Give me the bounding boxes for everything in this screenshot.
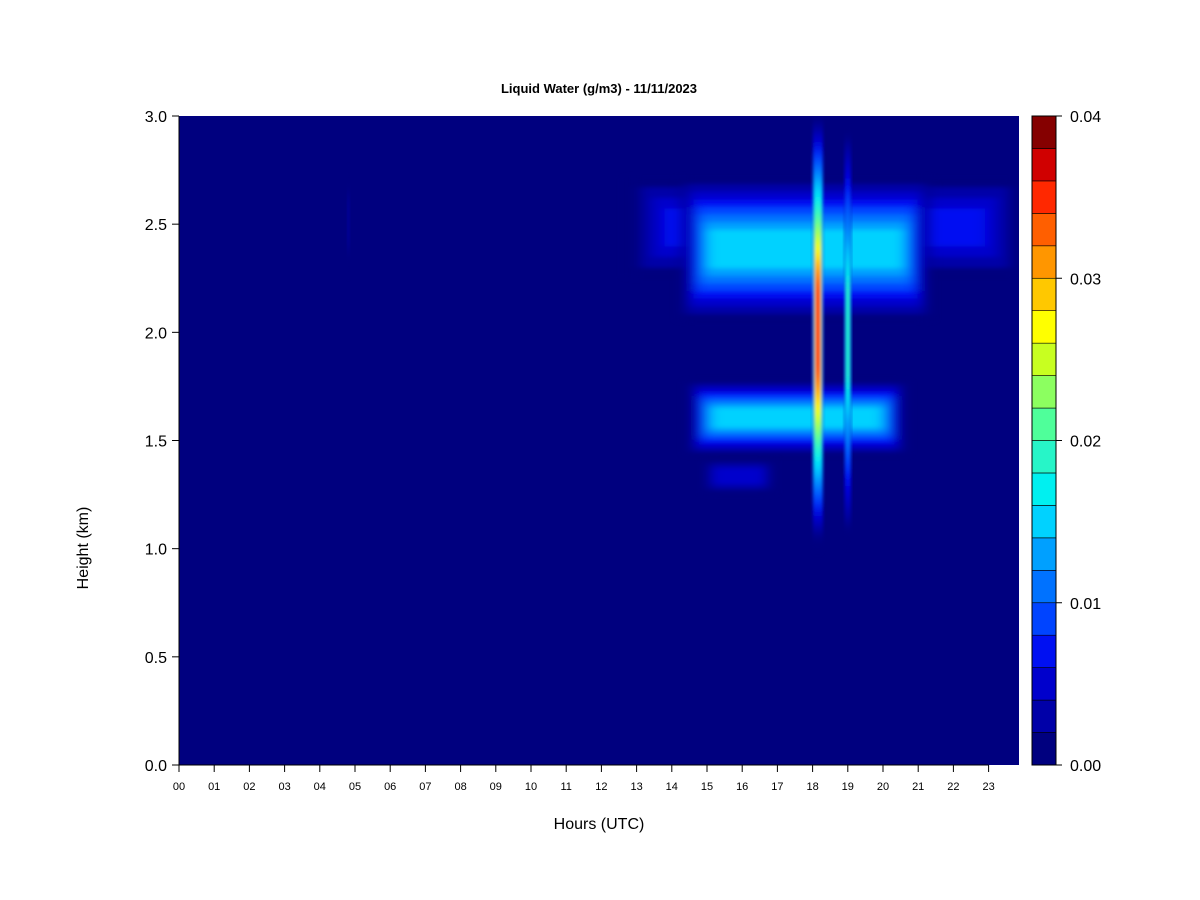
x-tick-label: 01 xyxy=(208,781,220,793)
y-axis: 0.0 0.5 1.0 1.5 2.0 2.5 3.0 xyxy=(145,109,180,775)
colorbar-tick-label: 0.03 xyxy=(1070,271,1101,288)
colorbar-segment xyxy=(1031,699,1057,733)
chart-title: Liquid Water (g/m3) - 11/11/2023 xyxy=(501,81,697,96)
y-axis-label: Height (km) xyxy=(75,507,92,590)
x-tick-label: 17 xyxy=(771,781,783,793)
x-tick-label: 07 xyxy=(419,781,431,793)
cell xyxy=(708,229,903,269)
x-tick-label: 04 xyxy=(314,781,326,793)
cloud-feature xyxy=(844,126,852,538)
x-tick-label: 13 xyxy=(630,781,642,793)
colorbar-tick-label: 0.04 xyxy=(1070,109,1101,126)
y-tick-label: 2.0 xyxy=(145,325,167,342)
x-axis: 00 01 02 03 04 05 06 07 08 09 10 11 12 13 14 15 16 17 18 19… xyxy=(173,764,995,793)
colorbar-segment xyxy=(1031,277,1057,312)
colorbar-tick-label: 0.02 xyxy=(1070,434,1101,451)
colorbar-segment xyxy=(1031,375,1057,409)
cell xyxy=(347,195,350,249)
x-tick-label: 20 xyxy=(877,781,889,793)
cloud-feature xyxy=(689,379,905,456)
cell xyxy=(815,285,821,374)
colorbar-segment xyxy=(1031,537,1057,571)
colorbar-tick-label: 0.01 xyxy=(1070,596,1101,613)
colorbar-segment xyxy=(1031,245,1057,279)
x-tick-label: 23 xyxy=(982,781,994,793)
colorbar-segment xyxy=(1031,472,1057,506)
x-tick-label: 03 xyxy=(278,781,290,793)
x-tick-label: 08 xyxy=(454,781,466,793)
x-tick-label: 02 xyxy=(243,781,255,793)
x-tick-label: 10 xyxy=(525,781,537,793)
cloud-feature xyxy=(707,457,771,495)
x-tick-label: 09 xyxy=(490,781,502,793)
cloud-feature xyxy=(682,176,929,322)
x-tick-label: 16 xyxy=(736,781,748,793)
colorbar-segment xyxy=(1031,667,1057,701)
y-tick-label: 1.5 xyxy=(145,434,167,451)
y-tick-label: 0.0 xyxy=(145,758,167,775)
x-tick-label: 11 xyxy=(560,781,571,793)
colorbar-segment xyxy=(1031,505,1057,539)
y-tick-label: 1.0 xyxy=(145,542,167,559)
cloud-feature xyxy=(347,176,350,268)
colorbar-segment xyxy=(1031,342,1057,376)
x-tick-label: 19 xyxy=(842,781,854,793)
y-tick-label: 2.5 xyxy=(145,217,167,234)
cloud-feature xyxy=(812,116,824,543)
colorbar-segment xyxy=(1031,634,1057,668)
colorbar-segment xyxy=(1031,115,1057,149)
x-axis-label: Hours (UTC) xyxy=(554,816,645,833)
x-tick-label: 22 xyxy=(947,781,959,793)
colorbar-segment xyxy=(1031,732,1057,766)
colorbar-segment xyxy=(1031,569,1057,604)
colorbar: 0.00 0.01 0.02 0.03 0.04 xyxy=(1031,109,1101,775)
x-tick-label: 00 xyxy=(173,781,185,793)
y-tick-label: 0.5 xyxy=(145,650,167,667)
colorbar-segment xyxy=(1031,180,1057,214)
cell xyxy=(711,407,882,428)
colorbar-segment xyxy=(1031,148,1057,182)
cell xyxy=(712,468,766,485)
colorbar-segment xyxy=(1031,440,1057,474)
colorbar-segment xyxy=(1031,213,1057,247)
x-tick-label: 15 xyxy=(701,781,713,793)
colorbar-tick-label: 0.00 xyxy=(1070,758,1101,775)
colorbar-segment xyxy=(1031,310,1057,344)
x-tick-label: 12 xyxy=(595,781,607,793)
y-tick-label: 3.0 xyxy=(145,109,167,126)
x-tick-label: 05 xyxy=(349,781,361,793)
colorbar-segment xyxy=(1031,602,1057,636)
x-tick-label: 18 xyxy=(806,781,818,793)
x-tick-label: 21 xyxy=(912,781,924,793)
colorbar-segment xyxy=(1031,407,1057,441)
heatmap-cells xyxy=(347,116,1019,543)
cell xyxy=(846,282,850,383)
x-tick-label: 14 xyxy=(666,781,678,793)
x-tick-label: 06 xyxy=(384,781,396,793)
